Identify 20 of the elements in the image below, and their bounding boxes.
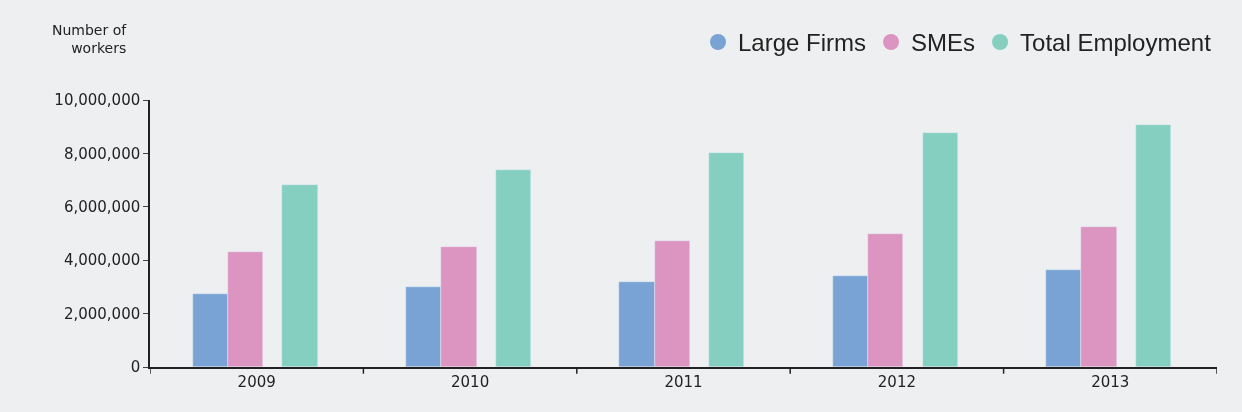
y-tick-label: 8,000,000 [63,144,141,163]
bar [495,169,531,367]
bar [1135,124,1171,367]
x-tick-label: 2013 [1091,373,1130,391]
legend-label: Large Firms [738,29,867,57]
x-tick-label: 2009 [237,373,276,391]
y-tick-label: 10,000,000 [54,91,141,110]
bar [281,184,318,367]
y-tick-label: 6,000,000 [63,198,141,217]
x-tick-label: 2010 [451,373,490,391]
y-tick-label: 0 [130,358,141,377]
x-tick-label: 2011 [664,373,703,391]
y-axis-title: Number of workers [52,22,128,57]
y-tick-label: 2,000,000 [63,304,141,323]
bar [922,132,958,367]
x-tick-label: 2012 [877,373,916,391]
legend-label: Total Employment [1020,29,1212,57]
y-tick-label: 4,000,000 [63,251,141,270]
bar [708,152,744,367]
legend-label: SMEs [911,29,976,57]
